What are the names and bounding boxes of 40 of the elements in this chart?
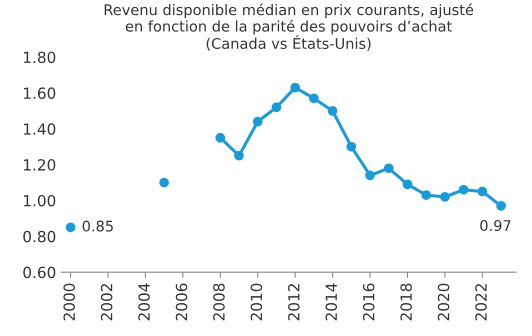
x-tick-label: 2006 <box>176 284 188 320</box>
annotation: 0.97 <box>480 220 510 232</box>
point <box>328 106 338 116</box>
y-tick-label: 1.00 <box>24 194 56 206</box>
x-tick-label: 2020 <box>438 284 450 320</box>
x-tick-label: 2022 <box>475 284 487 320</box>
point <box>66 222 76 232</box>
point <box>365 170 375 180</box>
y-tick-label: 0.80 <box>23 230 56 242</box>
point <box>234 150 244 161</box>
y-tick-label: 0.60 <box>23 266 56 278</box>
y-tick-label: 1.80 <box>24 52 56 64</box>
point <box>272 102 282 112</box>
x-tick-label: 2018 <box>400 284 412 320</box>
point <box>159 178 169 188</box>
y-tick-label: 1.20 <box>24 159 56 171</box>
point <box>384 163 394 174</box>
x-tick-label: 2014 <box>325 283 338 320</box>
y-tick-label: 1.40 <box>24 123 56 135</box>
point <box>402 179 412 190</box>
x-tick-label: 2012 <box>288 284 300 320</box>
point <box>477 186 488 196</box>
point <box>496 200 506 211</box>
x-tick-label: 2010 <box>250 284 262 320</box>
point <box>215 132 226 143</box>
point <box>421 190 432 200</box>
x-tick-label: 2004 <box>138 283 150 320</box>
point <box>440 192 450 202</box>
y-tick-label: 1.60 <box>24 87 56 99</box>
x-tick-label: 2002 <box>100 284 112 320</box>
chart-title: Revenu disponible médian en prix courants, ajusté en fonction de la parité des pouvoirs d’achat (Canada vs États-Unis) <box>104 3 474 51</box>
point <box>346 142 356 152</box>
point <box>290 82 300 92</box>
point <box>309 93 319 104</box>
x-tick-label: 2000 <box>63 284 75 320</box>
x-tick-label: 2016 <box>362 284 374 320</box>
x-tick-label: 2008 <box>213 284 225 320</box>
point <box>252 116 263 126</box>
point <box>458 184 468 195</box>
annotation: 0.85 <box>82 220 113 232</box>
